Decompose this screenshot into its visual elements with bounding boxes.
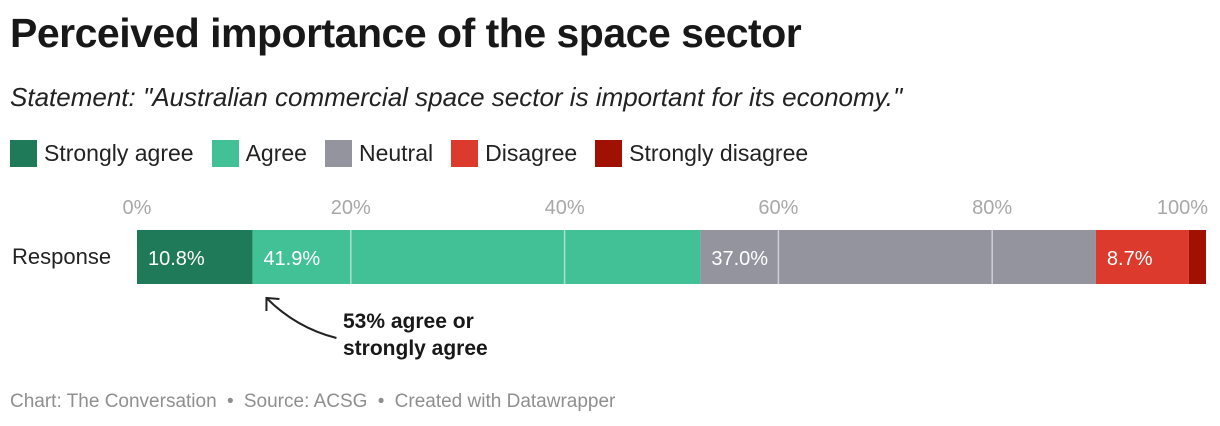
bar-segment-strongly-disagree (1188, 230, 1206, 284)
annotation-arrowhead (265, 296, 280, 311)
footer-source: Source: ACSG (243, 391, 368, 412)
legend-item-agree: Agree (211, 139, 307, 167)
x-tick-label-40: 40% (545, 197, 585, 219)
bar-value-label-strongly-agree: 10.8% (148, 248, 205, 270)
stacked-bar-chart: 0% 20% 40% 60% 80% 100% Response 10.8% 41.9% 37… (12, 197, 1209, 360)
legend-label-neutral: Neutral (358, 139, 434, 166)
footer: Chart: The Conversation • Source: ACSG •… (10, 391, 615, 413)
category-label: Response (12, 244, 111, 269)
x-tick-label-20: 20% (331, 197, 371, 219)
legend-item-strongly-agree: Strongly agree (10, 139, 194, 167)
x-tick-label-60: 60% (758, 197, 798, 219)
chart-subtitle: Statement: "Australian commercial space … (10, 82, 903, 112)
legend-item-disagree: Disagree (451, 139, 578, 167)
legend-label-agree: Agree (245, 139, 307, 166)
legend-swatch-disagree (451, 139, 479, 167)
legend: Strongly agree Agree Neutral Disagree St… (10, 138, 808, 168)
annotation-line-1: 53% agree or (343, 310, 474, 333)
footer-separator-1: • (226, 391, 234, 412)
bar-value-label-disagree: 8.7% (1107, 248, 1153, 270)
legend-item-neutral: Neutral (324, 139, 434, 167)
annotation-arrow (265, 297, 337, 339)
annotation-line-2: strongly agree (343, 337, 488, 360)
bar-value-label-neutral: 37.0% (711, 248, 768, 270)
x-tick-label-80: 80% (972, 197, 1012, 219)
bar-value-label-agree: 41.9% (263, 248, 320, 270)
gridlines (350, 230, 993, 284)
x-tick-label-100: 100% (1157, 197, 1208, 219)
bar-segment-agree (252, 230, 701, 284)
legend-label-strongly-agree: Strongly agree (44, 139, 194, 166)
legend-label-strongly-disagree: Strongly disagree (629, 139, 809, 166)
bar-segment-disagree (1095, 230, 1189, 284)
legend-swatch-strongly-disagree (595, 139, 623, 167)
footer-separator-2: • (377, 391, 385, 412)
legend-swatch-strongly-agree (10, 139, 37, 167)
bar-segment-neutral (700, 230, 1096, 284)
legend-swatch-neutral (324, 139, 352, 167)
bar-segments (137, 230, 1206, 284)
footer-created-with: Created with Datawrapper (394, 391, 616, 412)
chart-title: Perceived importance of the space sector (10, 10, 802, 56)
x-axis-ticks: 0% 20% 40% 60% 80% 100% (123, 197, 1209, 219)
legend-swatch-agree (211, 139, 239, 167)
x-tick-label-0: 0% (123, 197, 152, 219)
legend-label-disagree: Disagree (485, 139, 578, 166)
footer-chart-credit: Chart: The Conversation (10, 391, 217, 412)
legend-item-strongly-disagree: Strongly disagree (595, 139, 809, 167)
bar-segment-strongly-agree (137, 230, 253, 284)
bar-value-labels: 10.8% 41.9% 37.0% 8.7% (148, 248, 1153, 270)
